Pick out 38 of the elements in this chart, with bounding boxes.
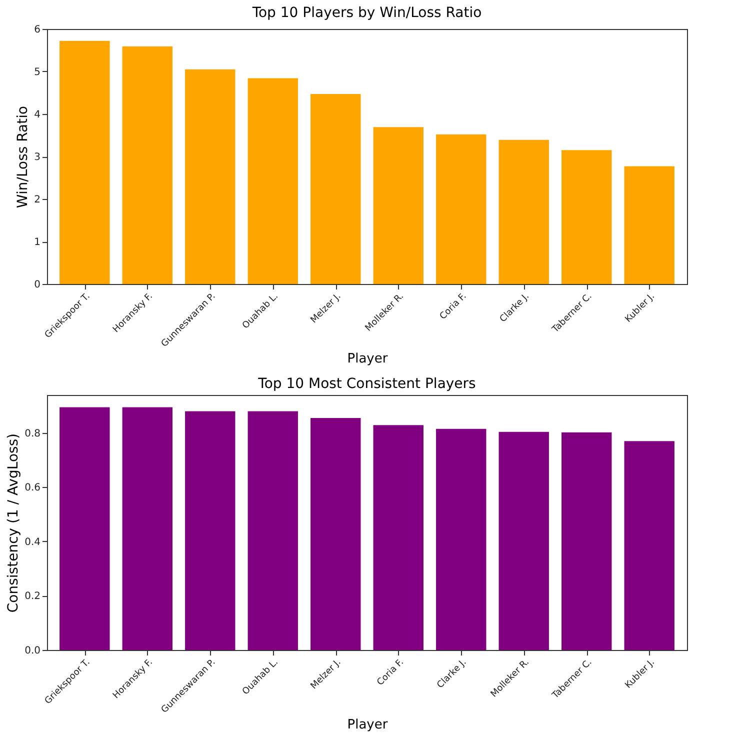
y-axis-title: Win/Loss Ratio (15, 106, 32, 208)
bar (122, 407, 172, 650)
x-axis-title: Player (347, 718, 388, 733)
y-tick-label: 0.2 (24, 591, 40, 602)
chart-title: Top 10 Players by Win/Loss Ratio (251, 5, 482, 21)
y-tick-label: 5 (34, 67, 40, 78)
bar (624, 166, 674, 284)
bar (122, 46, 172, 284)
y-tick-label: 4 (34, 110, 40, 120)
y-tick-label: 0.0 (24, 646, 40, 656)
y-tick-label: 0.6 (24, 482, 40, 494)
y-tick-label: 0 (34, 280, 40, 290)
y-tick-label: 0.4 (24, 536, 40, 548)
bar (60, 407, 110, 650)
bar (436, 428, 486, 650)
bar (248, 78, 298, 284)
y-tick-label: 1 (34, 237, 40, 248)
y-axis-title: Consistency (1 / AvgLoss) (6, 433, 22, 613)
bar (248, 411, 298, 650)
bar (562, 150, 612, 284)
bar (373, 127, 424, 284)
bar (185, 411, 236, 650)
bar (624, 441, 674, 650)
bar (310, 94, 361, 284)
bar (373, 425, 424, 650)
bar (436, 134, 486, 284)
chart-title: Top 10 Most Consistent Players (257, 376, 476, 392)
bar (60, 40, 110, 284)
y-tick-label: 3 (34, 152, 40, 163)
x-axis-title: Player (347, 352, 388, 367)
y-tick-label: 6 (34, 24, 40, 36)
bar (498, 140, 549, 284)
bar (185, 69, 236, 284)
bar (310, 418, 361, 650)
y-tick-label: 2 (34, 194, 40, 206)
bar (498, 432, 549, 650)
bar (562, 432, 612, 650)
y-tick-label: 0.8 (24, 428, 40, 440)
